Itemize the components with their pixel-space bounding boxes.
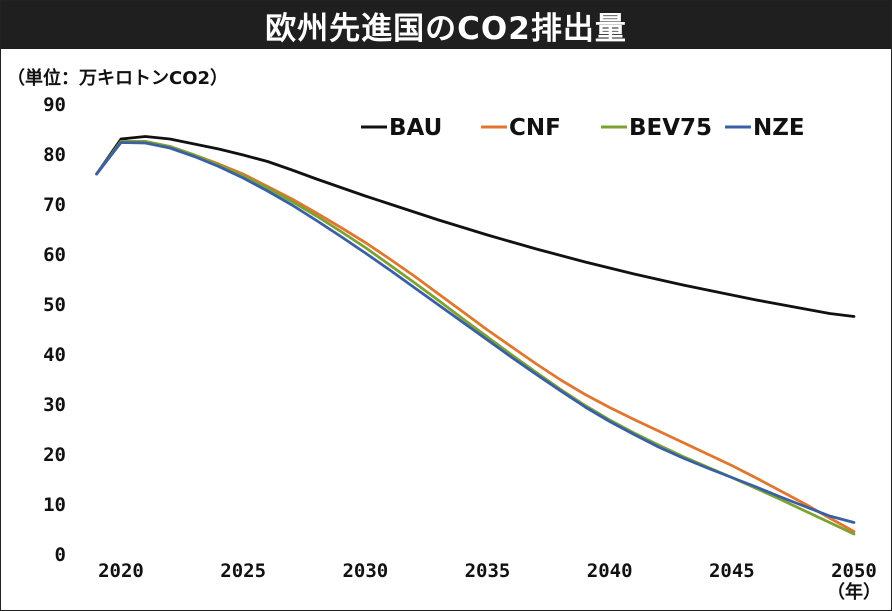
x-tick-label: 2025 xyxy=(220,560,266,582)
legend: BAU CNF BEV75 NZE xyxy=(361,115,805,141)
y-tick-label: 80 xyxy=(43,144,66,166)
y-tick-label: 30 xyxy=(43,394,66,416)
legend-label-bau: BAU xyxy=(389,115,442,141)
series-line-cnf xyxy=(95,140,856,533)
chart-title: 欧州先進国のCO2排出量 xyxy=(265,10,627,47)
y-tick-label: 50 xyxy=(43,294,66,316)
x-axis-unit-label: （年） xyxy=(827,582,881,603)
x-axis: 2020 2025 2030 2035 2040 2045 2050 xyxy=(98,560,877,582)
y-tick-label: 90 xyxy=(43,94,66,116)
y-tick-label: 0 xyxy=(55,544,66,566)
y-axis-unit-label: （単位：万キロトンCO2） xyxy=(7,68,229,89)
title-bar: 欧州先進国のCO2排出量 xyxy=(1,1,891,49)
legend-label-cnf: CNF xyxy=(509,115,561,141)
y-axis: 0 10 20 30 40 50 60 70 80 90 xyxy=(43,94,66,566)
series-lines xyxy=(95,135,856,536)
x-tick-label: 2045 xyxy=(709,560,755,582)
y-tick-label: 70 xyxy=(43,194,66,216)
x-tick-label: 2035 xyxy=(465,560,511,582)
series-line-bev75 xyxy=(95,140,856,536)
x-tick-label: 2030 xyxy=(342,560,388,582)
legend-label-nze: NZE xyxy=(753,115,805,141)
series-line-bau xyxy=(95,135,856,318)
legend-label-bev75: BEV75 xyxy=(629,115,712,141)
x-tick-label: 2050 xyxy=(831,560,877,582)
x-tick-label: 2020 xyxy=(98,560,144,582)
y-tick-label: 10 xyxy=(43,494,66,516)
x-tick-label: 2040 xyxy=(587,560,633,582)
y-tick-label: 20 xyxy=(43,444,66,466)
y-tick-label: 60 xyxy=(43,244,66,266)
y-tick-label: 40 xyxy=(43,344,66,366)
series-line-nze xyxy=(95,141,856,524)
